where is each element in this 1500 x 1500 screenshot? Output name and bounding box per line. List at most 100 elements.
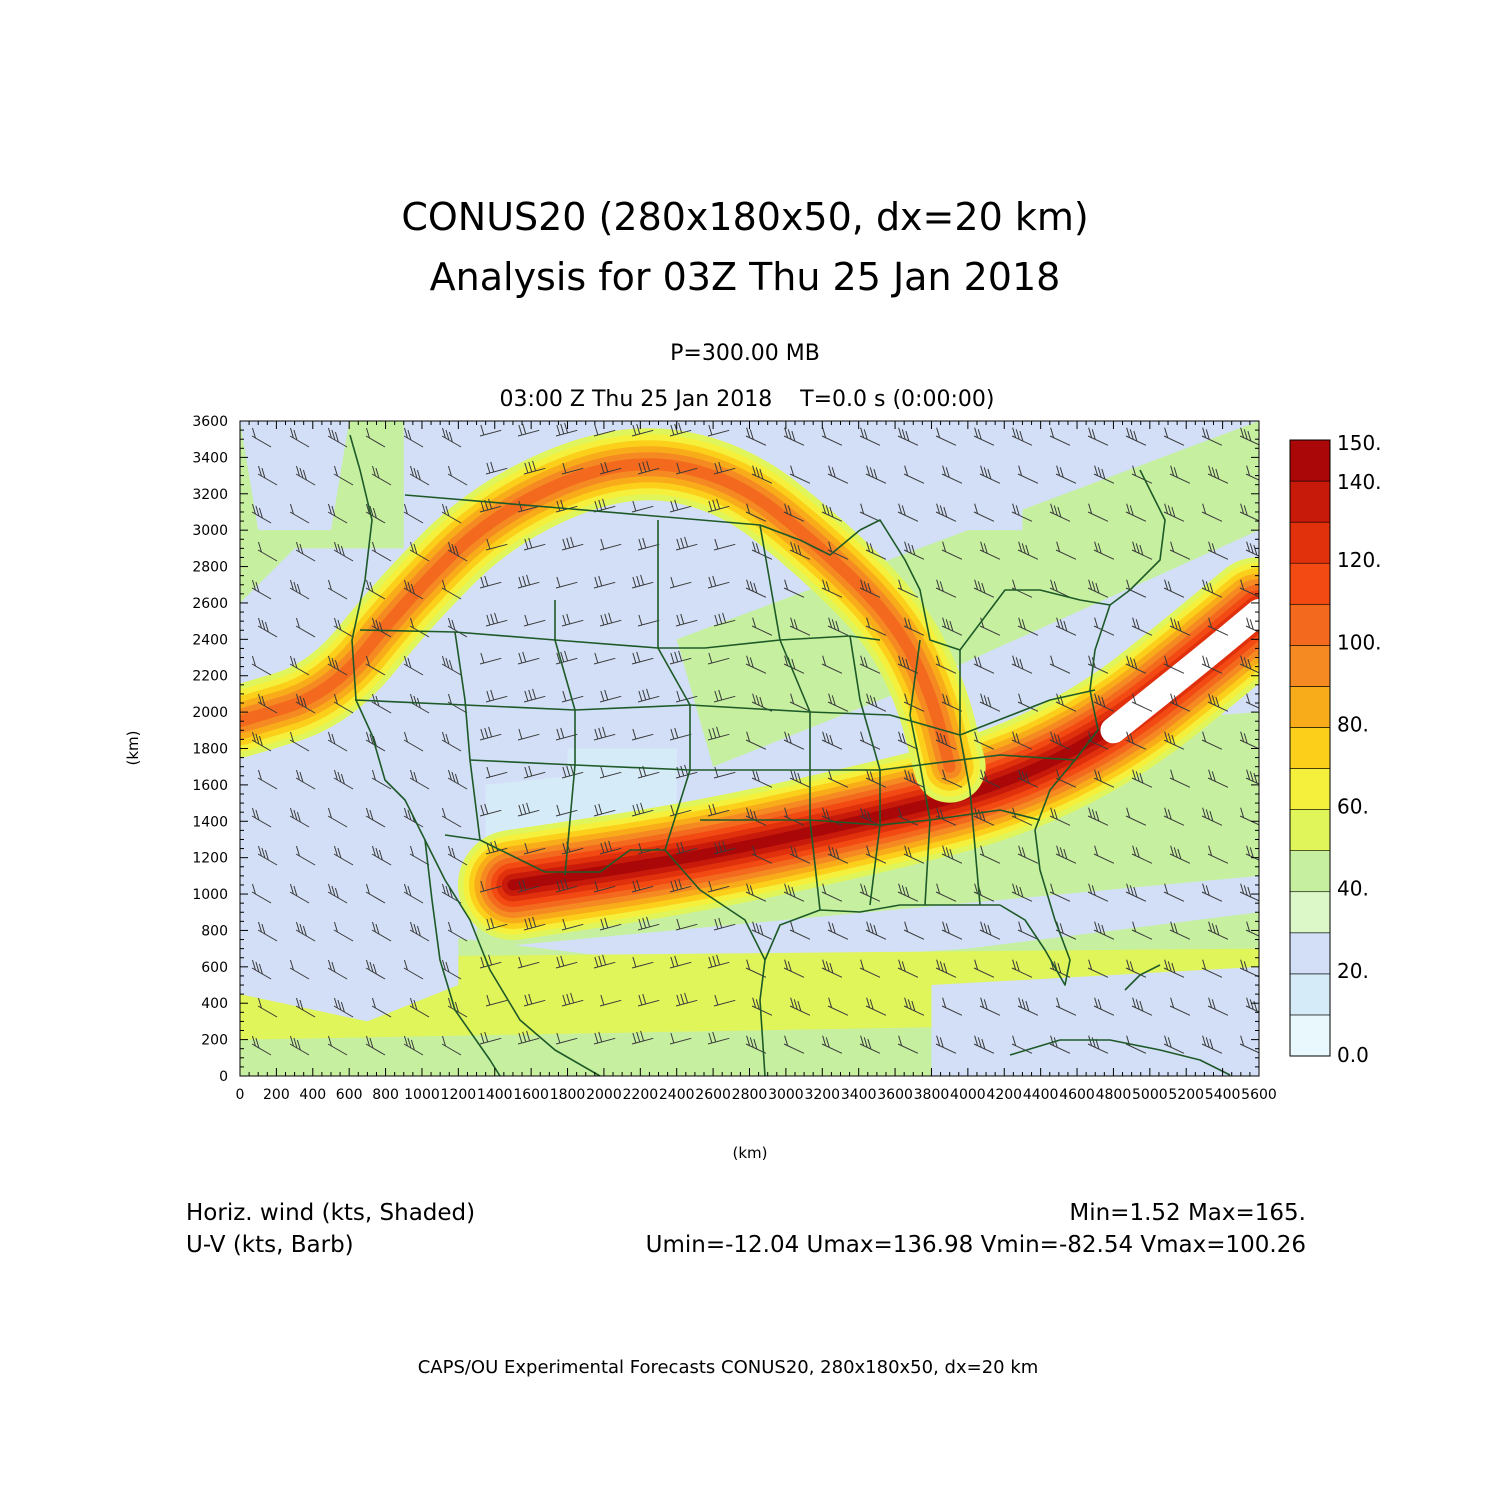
barb-flag: [1091, 1037, 1096, 1048]
wind-barb: [479, 1031, 502, 1045]
barb-flag: [490, 613, 495, 625]
barb-flag: [413, 543, 418, 555]
colorbar-swatch: [1289, 850, 1331, 893]
barb-flag: [1208, 997, 1213, 1008]
colorbar-label: 60.: [1337, 795, 1369, 819]
barb-flag: [678, 878, 683, 890]
wind-barb: [1207, 769, 1229, 788]
wind-barb: [251, 579, 272, 600]
barb-flag: [369, 1037, 374, 1049]
barb-flag: [289, 503, 294, 515]
wind-barb: [1087, 959, 1109, 978]
wind-barb: [745, 503, 767, 522]
wind-barb: [1087, 427, 1109, 446]
wind-barb: [1131, 541, 1153, 560]
barb-flag: [340, 1001, 345, 1013]
x-axis-label: (km): [732, 1144, 767, 1162]
barb-flag: [831, 923, 836, 934]
barb-flag: [1205, 809, 1210, 820]
state-row-4: [700, 809, 1041, 826]
barb-flag: [1012, 731, 1017, 742]
wind-barb: [327, 1035, 348, 1056]
wind-barb: [897, 579, 919, 598]
wind-barb: [1093, 997, 1115, 1016]
barb-flag: [518, 652, 523, 664]
barb-flag: [445, 885, 450, 897]
wind-barb: [517, 956, 540, 969]
barb-flag: [299, 999, 304, 1011]
barb-flag: [1129, 505, 1134, 516]
wind-barb: [441, 1035, 462, 1056]
barb-flag: [1133, 886, 1138, 898]
wind-barb: [409, 769, 430, 790]
wind-barb: [669, 499, 692, 513]
barb-flag: [369, 581, 374, 593]
barb-flag: [632, 804, 637, 816]
wind-barb: [479, 498, 502, 513]
barb-flag: [372, 507, 377, 519]
wind-barb: [941, 997, 963, 1016]
barb-flag: [594, 880, 599, 892]
barb-flag: [570, 764, 575, 776]
x-tick-label: 2600: [695, 1087, 731, 1103]
wind-barb: [783, 579, 805, 598]
barb-flag: [980, 541, 985, 552]
barb-flag: [1164, 427, 1169, 438]
barb-flag: [1208, 693, 1213, 704]
barb-flag: [447, 541, 452, 553]
wind-barb: [1207, 541, 1229, 560]
barb-flag: [598, 1031, 603, 1043]
y-tick-label: 3400: [192, 450, 228, 466]
barb-flag: [936, 1035, 941, 1046]
wind-barb: [555, 804, 578, 817]
barb-flag: [251, 427, 256, 439]
barb-flag: [1015, 733, 1020, 744]
barb-flag: [331, 657, 336, 669]
barb-flag: [1015, 885, 1020, 896]
barb-flag: [1171, 734, 1176, 746]
wind-barb: [713, 840, 736, 855]
barb-flag: [1173, 923, 1178, 934]
barb-flag: [674, 651, 679, 663]
wind-barb: [751, 845, 773, 864]
barb-flag: [1129, 733, 1134, 744]
barb-flag: [333, 465, 338, 477]
wind-barb: [897, 503, 919, 522]
barb-flag: [828, 921, 833, 932]
barb-flag: [708, 576, 713, 588]
barb-flag: [600, 538, 605, 550]
barb-flag: [403, 579, 408, 591]
x-tick-label: 1800: [550, 1087, 586, 1103]
barb-flag: [526, 802, 531, 814]
barb-flag: [371, 997, 376, 1009]
barb-flag: [1053, 1037, 1058, 1048]
wind-barb: [479, 575, 502, 589]
barb-flag: [1094, 541, 1099, 552]
wind-barb: [289, 807, 310, 828]
barb-flag: [1091, 809, 1096, 820]
barb-flag: [825, 505, 830, 516]
x-tick-label: 1400: [477, 1087, 513, 1103]
barb-flag: [708, 424, 713, 436]
wind-barb: [1131, 769, 1153, 788]
wind-barb: [333, 693, 354, 714]
wind-barb: [1011, 503, 1033, 522]
barb-flag: [1164, 731, 1169, 742]
barb-flag: [1247, 430, 1252, 442]
barb-flag: [295, 769, 300, 781]
barb-flag: [337, 771, 342, 783]
wind-barb: [485, 461, 508, 475]
barb-flag: [409, 845, 414, 857]
barb-flag: [714, 690, 719, 702]
barb-flag: [863, 809, 868, 820]
barb-flag: [598, 499, 603, 511]
y-tick-label: 3600: [192, 414, 228, 430]
wind-barb: [979, 693, 1001, 712]
barb-flag: [939, 1037, 944, 1048]
barb-flag: [1018, 845, 1023, 856]
wind-barb: [1017, 541, 1039, 560]
barb-flag: [1094, 997, 1099, 1008]
barb-flag: [746, 807, 751, 818]
barb-flag: [638, 994, 643, 1006]
barb-flag: [640, 802, 645, 814]
